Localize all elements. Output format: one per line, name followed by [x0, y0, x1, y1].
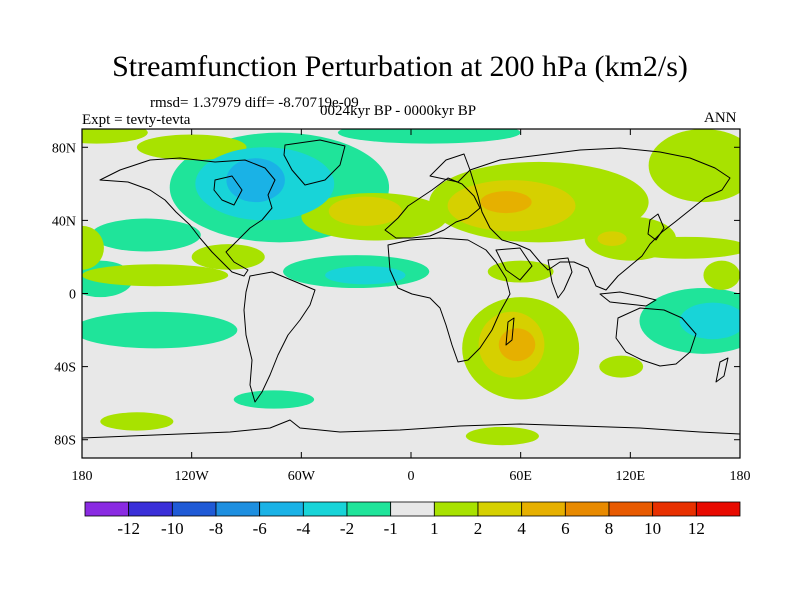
coast-arabia	[495, 247, 533, 281]
coast-scandinavia	[429, 153, 471, 183]
x-tick-label: 180	[730, 469, 751, 484]
colorbar-label: 4	[517, 519, 526, 538]
contour-region	[82, 311, 238, 349]
contour-region	[136, 134, 247, 161]
contour-region	[328, 196, 402, 226]
contour-region	[233, 390, 315, 409]
chart-title: Streamfunction Perturbation at 200 hPa (…	[112, 50, 688, 83]
colorbar-label: 8	[605, 519, 614, 538]
coast-australia	[615, 307, 697, 367]
colorbar-swatch	[433, 501, 479, 517]
coast-japan	[647, 213, 665, 241]
coast-greenland	[283, 139, 346, 186]
contour-region	[100, 412, 174, 431]
season-label: ANN	[704, 110, 737, 126]
y-tick-label: 40S	[54, 361, 76, 376]
colorbar-swatch	[652, 501, 697, 517]
contour-region	[480, 191, 532, 214]
coast-north-america	[99, 157, 276, 277]
colorbar-swatch	[521, 501, 566, 517]
contour-region	[82, 264, 229, 287]
coast-new-zealand	[715, 357, 729, 383]
colorbar-label: -12	[117, 519, 140, 538]
contour-region	[82, 129, 148, 144]
colorbar-swatch	[346, 501, 392, 517]
colorbar-label: -1	[384, 519, 398, 538]
colorbar-swatch	[564, 501, 610, 517]
coast-south-america	[243, 271, 316, 403]
experiment-label: Expt = tevty-tevta	[82, 112, 191, 128]
colorbar-label: 6	[561, 519, 570, 538]
y-tick-label: 0	[69, 288, 76, 303]
colorbar-label: -10	[161, 519, 184, 538]
contour-region	[703, 260, 740, 290]
contour-region	[337, 129, 521, 144]
colorbar-swatch	[259, 501, 304, 517]
coast-europe	[384, 177, 481, 239]
contour-fields	[82, 129, 740, 446]
contour-region	[325, 266, 406, 285]
colorbar-swatch	[477, 501, 523, 517]
x-tick-label: 60W	[288, 469, 316, 484]
colorbar-label: -2	[340, 519, 354, 538]
coast-hudson-bay	[213, 175, 243, 206]
x-tick-label: 180	[72, 469, 93, 484]
coast-africa	[387, 237, 511, 363]
colorbar-label: 10	[644, 519, 661, 538]
contour-region	[621, 236, 740, 259]
coast-madagascar	[505, 317, 515, 346]
colorbar-label: -8	[209, 519, 223, 538]
contour-region	[91, 218, 201, 252]
colorbar-label: 12	[688, 519, 705, 538]
colorbar-swatch	[390, 501, 435, 517]
contour-region	[679, 302, 740, 340]
coast-india	[547, 257, 573, 299]
x-tick-label: 120E	[616, 469, 646, 484]
colorbar-label: -6	[253, 519, 267, 538]
coast-indonesia	[599, 291, 657, 307]
contour-region	[648, 129, 740, 203]
contour-region	[191, 244, 265, 270]
coast-antarctica	[82, 419, 740, 439]
coast-asia	[469, 147, 731, 291]
stats-text: rmsd= 1.37979 diff= -8.70719e-09	[150, 95, 359, 111]
y-tick-label: 80S	[54, 434, 76, 449]
contour-region	[82, 225, 104, 270]
colorbar-label: 1	[430, 519, 439, 538]
contour-region	[597, 231, 627, 246]
colorbar-label: 2	[474, 519, 483, 538]
colorbar-swatch	[84, 501, 130, 517]
colorbar-swatch	[302, 501, 348, 517]
y-tick-label: 80N	[52, 141, 76, 156]
colorbar-swatch	[608, 501, 654, 517]
coastlines	[82, 139, 740, 439]
colorbar-label: -4	[296, 519, 311, 538]
colorbar: -12 -10 -8 -6 -4 -2 -1 1 2 4 6 8 10 12	[84, 501, 741, 538]
x-tick-label: 0	[408, 469, 415, 484]
colorbar-swatch	[128, 501, 173, 517]
contour-region	[599, 355, 644, 378]
contour-region	[465, 426, 539, 446]
colorbar-swatch	[171, 501, 217, 517]
colorbar-swatch	[215, 501, 261, 517]
axis-ticks: 180 120W 60W 0 60E 120E 180 80N 40N 0 40S 80S	[52, 129, 751, 484]
contour-region	[498, 328, 536, 362]
period-label: 0024kyr BP - 0000kyr BP	[320, 103, 477, 119]
x-tick-label: 120W	[175, 469, 210, 484]
colorbar-swatch	[695, 501, 741, 517]
x-tick-label: 60E	[509, 469, 532, 484]
y-tick-label: 40N	[52, 214, 76, 229]
